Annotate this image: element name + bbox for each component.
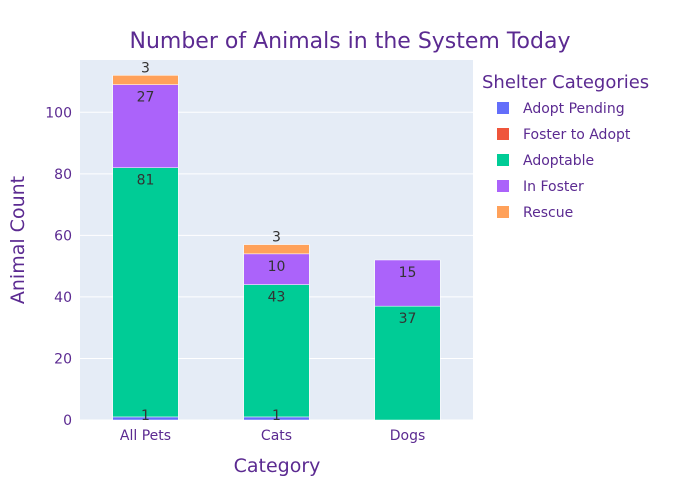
bar-value-label: 37 <box>399 311 417 327</box>
legend-label: Adopt Pending <box>523 101 625 117</box>
bar-value-label: 1 <box>272 408 281 424</box>
bar-value-label: 81 <box>137 173 155 189</box>
legend: Shelter Categories Adopt Pending Foster t… <box>482 72 649 221</box>
legend-label: Rescue <box>523 205 573 221</box>
legend-swatch <box>497 154 509 166</box>
y-tick-label: 0 <box>63 413 72 429</box>
legend-swatch <box>497 128 509 140</box>
legend-label: In Foster <box>523 179 584 195</box>
x-tick-label: Dogs <box>390 428 426 444</box>
y-tick-label: 80 <box>54 167 72 183</box>
chart-title: Number of Animals in the System Today <box>130 29 571 54</box>
legend-swatch <box>497 102 509 114</box>
data-labels-group: 1 81 27 3 1 43 10 3 37 15 <box>137 60 417 424</box>
bar-segment <box>374 259 441 307</box>
legend-swatch <box>497 180 509 192</box>
y-tick-label: 100 <box>45 105 72 121</box>
legend-swatch <box>497 206 509 218</box>
legend-label: Foster to Adopt <box>523 127 631 143</box>
bar-segment <box>243 244 310 255</box>
bars-group <box>112 75 441 421</box>
bar-segment <box>243 284 310 418</box>
legend-label: Adoptable <box>523 153 594 169</box>
y-tick-label: 40 <box>54 290 72 306</box>
legend-items: Adopt Pending Foster to Adopt Adoptable In … <box>497 101 631 221</box>
bar-segment <box>112 84 179 168</box>
bar-segment <box>243 253 310 285</box>
bar-value-label: 43 <box>268 290 286 306</box>
x-axis-ticks: All Pets Cats Dogs <box>120 428 425 444</box>
y-axis-title: Animal Count <box>7 176 29 304</box>
bar-value-label: 3 <box>141 60 150 76</box>
y-tick-label: 20 <box>54 351 72 367</box>
bar-segment <box>374 305 441 421</box>
y-axis-ticks: 0 20 40 60 80 100 <box>45 105 72 429</box>
bar-value-label: 10 <box>268 259 286 275</box>
x-axis-title: Category <box>234 455 321 477</box>
bar-value-label: 1 <box>141 408 150 424</box>
legend-title: Shelter Categories <box>482 72 649 93</box>
bar-value-label: 15 <box>399 265 417 281</box>
y-tick-label: 60 <box>54 228 72 244</box>
bar-segment <box>112 75 179 85</box>
bar-segment <box>112 167 179 418</box>
x-tick-label: Cats <box>261 428 292 444</box>
bar-value-label: 27 <box>137 90 155 106</box>
bar-value-label: 3 <box>272 230 281 246</box>
x-tick-label: All Pets <box>120 428 171 444</box>
